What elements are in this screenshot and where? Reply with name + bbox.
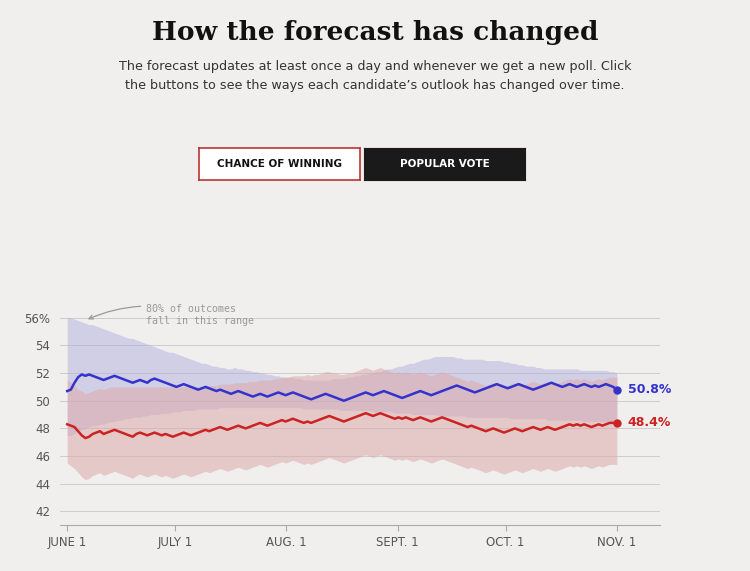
Text: CHANCE OF WINNING: CHANCE OF WINNING xyxy=(217,159,342,169)
Text: The forecast updates at least once a day and whenever we get a new poll. Click
t: The forecast updates at least once a day… xyxy=(118,60,632,92)
Text: How the forecast has changed: How the forecast has changed xyxy=(152,20,598,45)
Text: 80% of outcomes
fall in this range: 80% of outcomes fall in this range xyxy=(89,304,254,325)
Text: 48.4%: 48.4% xyxy=(628,416,671,429)
Text: POPULAR VOTE: POPULAR VOTE xyxy=(400,159,489,169)
Text: 50.8%: 50.8% xyxy=(628,383,671,396)
